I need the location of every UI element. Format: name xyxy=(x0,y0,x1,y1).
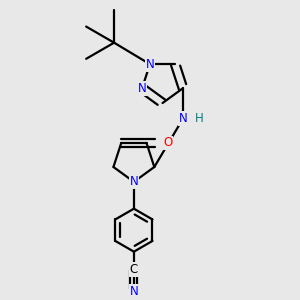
Text: H: H xyxy=(195,112,203,125)
Text: N: N xyxy=(130,175,138,188)
Text: C: C xyxy=(130,263,138,276)
Text: N: N xyxy=(146,58,154,71)
Text: N: N xyxy=(130,285,138,298)
Text: N: N xyxy=(178,112,187,125)
Text: N: N xyxy=(138,82,146,95)
Text: O: O xyxy=(163,136,172,149)
